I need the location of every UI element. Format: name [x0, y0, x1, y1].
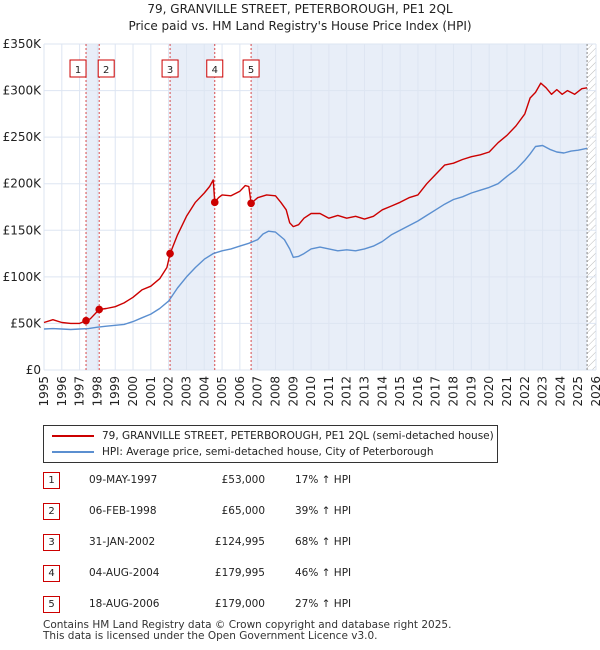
sale-number-badge: 2	[43, 503, 60, 520]
legend-swatch-property	[52, 435, 94, 437]
sale-number-box	[242, 59, 260, 78]
y-tick-label: £100K	[3, 270, 43, 284]
sale-point	[95, 305, 103, 314]
sale-date: 31-JAN-2002	[89, 536, 156, 548]
sale-number-label: 1	[75, 65, 81, 76]
sale-hpi-change: 17% ↑ HPI	[295, 474, 352, 486]
footer-licence: This data is licensed under the Open Gov…	[43, 630, 378, 642]
sale-point	[210, 198, 219, 207]
sale-point	[82, 316, 90, 325]
x-tick-label: 2010	[304, 376, 318, 407]
y-tick-label: £50K	[10, 316, 42, 330]
sale-period-band	[86, 44, 100, 370]
sale-number-box	[69, 59, 87, 78]
x-tick-label: 2021	[500, 376, 514, 407]
y-tick-label: £200K	[3, 177, 43, 191]
sale-number-badge: 1	[43, 472, 60, 489]
x-tick-label: 2020	[482, 376, 496, 407]
sale-hpi-change: 27% ↑ HPI	[295, 598, 352, 610]
x-tick-label: 2022	[518, 376, 532, 407]
y-tick-label: £350K	[3, 37, 43, 51]
sale-date: 09-MAY-1997	[89, 474, 158, 486]
x-tick-label: 2015	[393, 376, 407, 407]
footer: Contains HM Land Registry data © Crown c…	[43, 620, 451, 642]
sale-number-badge: 3	[43, 534, 60, 551]
y-tick-label: £250K	[3, 130, 43, 144]
y-tick-label: £300K	[3, 84, 43, 98]
x-tick-label: 2009	[286, 376, 300, 407]
sale-number-box	[97, 59, 115, 78]
x-tick-label: 1997	[73, 376, 87, 407]
legend-item-hpi: HPI: Average price, semi-detached house,…	[52, 444, 434, 460]
property-price-line	[43, 82, 588, 325]
x-tick-label: 2025	[571, 376, 585, 407]
table-row: 3 31-JAN-2002 £124,995 68% ↑ HPI	[43, 532, 403, 552]
sale-period-band	[251, 44, 588, 370]
x-tick-label: 2018	[447, 376, 461, 407]
sale-number-label: 4	[212, 65, 218, 76]
x-tick-label: 2006	[233, 376, 247, 407]
table-row: 4 04-AUG-2004 £179,995 46% ↑ HPI	[43, 563, 403, 583]
x-tick-label: 2026	[589, 376, 600, 407]
table-row: 2 06-FEB-1998 £65,000 39% ↑ HPI	[43, 501, 403, 521]
sale-point	[166, 249, 174, 258]
x-tick-label: 1998	[90, 376, 104, 407]
sale-number-box	[161, 59, 179, 78]
sale-hpi-change: 39% ↑ HPI	[295, 505, 352, 517]
y-tick-label: £150K	[3, 223, 43, 237]
x-tick-label: 1996	[55, 376, 69, 407]
x-tick-label: 2000	[126, 376, 140, 407]
y-tick-label: £0	[26, 363, 41, 377]
sale-number-label: 2	[103, 65, 109, 76]
sale-price: £179,000	[214, 598, 265, 610]
sale-price: £65,000	[221, 505, 265, 517]
x-tick-label: 2023	[536, 376, 550, 407]
legend-swatch-hpi	[52, 451, 94, 453]
x-tick-label: 2017	[429, 376, 443, 407]
sale-hpi-change: 68% ↑ HPI	[295, 536, 352, 548]
legend-item-property: 79, GRANVILLE STREET, PETERBOROUGH, PE1 …	[52, 428, 494, 444]
x-tick-label: 2016	[411, 376, 425, 407]
x-tick-label: 2008	[268, 376, 282, 407]
sale-point	[247, 199, 255, 208]
sale-price: £53,000	[221, 474, 265, 486]
table-row: 1 09-MAY-1997 £53,000 17% ↑ HPI	[43, 470, 403, 490]
legend-label-property: 79, GRANVILLE STREET, PETERBOROUGH, PE1 …	[102, 430, 494, 442]
chart-area: 1 2 3 4 5 £0 £50K £100K £150K £200K £250K £300K £35…	[3, 37, 600, 407]
x-tick-label: 1999	[108, 376, 122, 407]
x-tick-label: 2005	[215, 376, 229, 407]
x-tick-label: 2011	[322, 376, 336, 407]
hpi-line	[43, 144, 588, 331]
sale-price: £124,995	[214, 536, 265, 548]
x-tick-label: 2001	[144, 376, 158, 407]
sale-price: £179,995	[214, 567, 265, 579]
sale-number-box	[206, 59, 224, 78]
sale-date: 06-FEB-1998	[89, 505, 157, 517]
legend-label-hpi: HPI: Average price, semi-detached house,…	[102, 446, 434, 458]
x-tick-label: 2002	[162, 376, 176, 407]
x-tick-label: 2004	[197, 376, 211, 407]
legend: 79, GRANVILLE STREET, PETERBOROUGH, PE1 …	[43, 425, 498, 463]
sale-number-badge: 5	[43, 596, 60, 613]
x-tick-label: 2013	[358, 376, 372, 407]
x-tick-label: 1995	[37, 376, 51, 407]
chart-title: 79, GRANVILLE STREET, PETERBOROUGH, PE1 …	[147, 2, 453, 16]
x-tick-label: 2007	[251, 376, 265, 407]
chart-subtitle: Price paid vs. HM Land Registry's House …	[128, 19, 472, 33]
sale-date: 18-AUG-2006	[89, 598, 160, 610]
footer-copyright: Contains HM Land Registry data © Crown c…	[43, 619, 452, 631]
sale-date: 04-AUG-2004	[89, 567, 160, 579]
sale-number-label: 3	[167, 65, 173, 76]
sale-number-label: 5	[248, 65, 254, 76]
x-tick-label: 2019	[464, 376, 478, 407]
forecast-hatch-region	[587, 44, 596, 370]
sale-hpi-change: 46% ↑ HPI	[295, 567, 352, 579]
x-tick-label: 2012	[340, 376, 354, 407]
table-row: 5 18-AUG-2006 £179,000 27% ↑ HPI	[43, 594, 403, 614]
x-tick-label: 2014	[375, 376, 389, 407]
x-tick-label: 2003	[179, 376, 193, 407]
x-tick-label: 2024	[553, 376, 567, 407]
sale-number-badge: 4	[43, 565, 60, 582]
